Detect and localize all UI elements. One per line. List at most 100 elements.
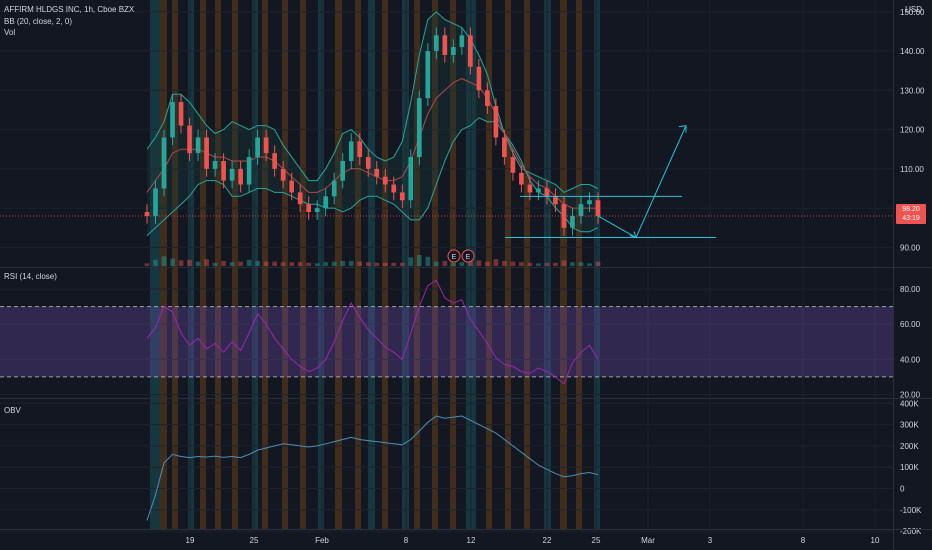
session-band	[560, 0, 567, 529]
bb-legend[interactable]: BB (20, close, 2, 0)	[4, 17, 73, 26]
y-tick-label: -200K	[900, 527, 922, 536]
y-tick-label: 90.00	[900, 243, 921, 252]
volume-bar	[485, 261, 490, 266]
candle-body	[246, 157, 252, 185]
volume-bar	[510, 261, 516, 266]
y-tick-label: 130.00	[900, 86, 925, 95]
candle-body	[272, 153, 277, 169]
volume-bar	[161, 256, 167, 266]
candle-body	[153, 188, 158, 216]
candle-body	[595, 200, 601, 216]
volume-bar	[382, 262, 388, 266]
session-band	[355, 0, 361, 529]
y-tick-label: 20.00	[900, 390, 921, 399]
candle-body	[391, 184, 397, 193]
volume-bar	[357, 261, 363, 266]
x-tick-label: 8	[404, 536, 409, 545]
candle-body	[178, 102, 184, 126]
obv-line	[146, 415, 599, 521]
y-tick-label: 120.00	[900, 126, 925, 135]
candle-body	[544, 188, 550, 197]
x-tick-label: 8	[801, 536, 806, 545]
candle-body	[587, 200, 592, 205]
volume-bar	[212, 262, 218, 266]
x-tick-label: 25	[592, 536, 601, 545]
volume-bar	[553, 262, 558, 266]
volume-bar	[238, 261, 243, 266]
candle-body	[357, 141, 363, 158]
session-band	[282, 0, 288, 529]
candle-body	[204, 137, 209, 169]
candle-body	[280, 168, 286, 181]
y-tick-label: 100K	[900, 463, 919, 472]
x-tick-label: 19	[186, 536, 195, 545]
session-band	[432, 0, 438, 529]
session-band	[335, 0, 342, 529]
obv-legend[interactable]: OBV	[4, 406, 21, 415]
y-tick-label: 200K	[900, 442, 919, 451]
session-band	[576, 0, 582, 529]
bb-lower-line	[146, 117, 599, 236]
volume-bar	[306, 262, 312, 266]
candle-body	[502, 137, 507, 158]
candle-body	[314, 208, 320, 213]
candle-body	[306, 204, 312, 213]
candle-body	[570, 215, 575, 228]
candle-body	[476, 66, 482, 91]
symbol-legend[interactable]: AFFIRM HLDGS INC, 1h, Cboe BZX	[4, 5, 135, 14]
y-tick-label: 40.00	[900, 355, 921, 364]
candle-body	[365, 157, 371, 169]
volume-bar	[502, 261, 507, 266]
last-price-value: 98.20	[902, 206, 920, 213]
session-band	[200, 0, 206, 529]
candle-body	[170, 102, 175, 138]
session-band	[300, 0, 306, 529]
volume-bar	[561, 260, 567, 266]
y-tick-label: 300K	[900, 421, 919, 430]
session-band	[414, 0, 420, 529]
rsi-legend[interactable]: RSI (14, close)	[4, 272, 57, 281]
session-band	[188, 0, 194, 529]
candle-body	[161, 137, 167, 189]
volume-bar	[195, 261, 201, 266]
volume-bar	[425, 256, 431, 266]
volume-bar	[144, 263, 150, 266]
projection-arrowhead	[678, 125, 687, 133]
candle-body	[485, 90, 490, 107]
candle-body	[374, 168, 380, 177]
y-tick-label: -100K	[900, 506, 922, 515]
volume-bar	[408, 257, 414, 266]
candle-body	[519, 172, 524, 185]
candle-body	[408, 157, 414, 201]
volume-bar	[578, 262, 584, 266]
y-tick-label: 80.00	[900, 285, 921, 294]
volume-bar	[416, 255, 422, 266]
x-tick-label: Mar	[641, 536, 655, 545]
candle-body	[416, 98, 422, 158]
volume-bar	[587, 263, 592, 266]
volume-bar	[170, 258, 175, 266]
session-band	[594, 0, 600, 529]
candle-body	[348, 141, 354, 161]
vol-legend[interactable]: Vol	[4, 28, 16, 37]
volume-bar	[255, 261, 260, 266]
volume-bar	[331, 261, 337, 266]
volume-bar	[527, 262, 533, 266]
session-band	[368, 0, 375, 529]
x-tick-label: 10	[871, 536, 880, 545]
candle-body	[536, 188, 541, 193]
y-tick-label: 140.00	[900, 47, 925, 56]
y-tick-label: 0	[900, 485, 905, 494]
volume-bar	[221, 261, 226, 266]
volume-bar	[476, 260, 482, 266]
volume-bar	[204, 259, 209, 266]
x-tick-label: 25	[250, 536, 259, 545]
candle-body	[238, 168, 243, 185]
volume-bar	[442, 261, 448, 266]
candle-body	[187, 125, 192, 154]
volume-bar	[153, 259, 158, 266]
earnings-marker	[447, 249, 461, 263]
volume-bar	[365, 262, 371, 266]
volume-bar	[263, 261, 269, 266]
